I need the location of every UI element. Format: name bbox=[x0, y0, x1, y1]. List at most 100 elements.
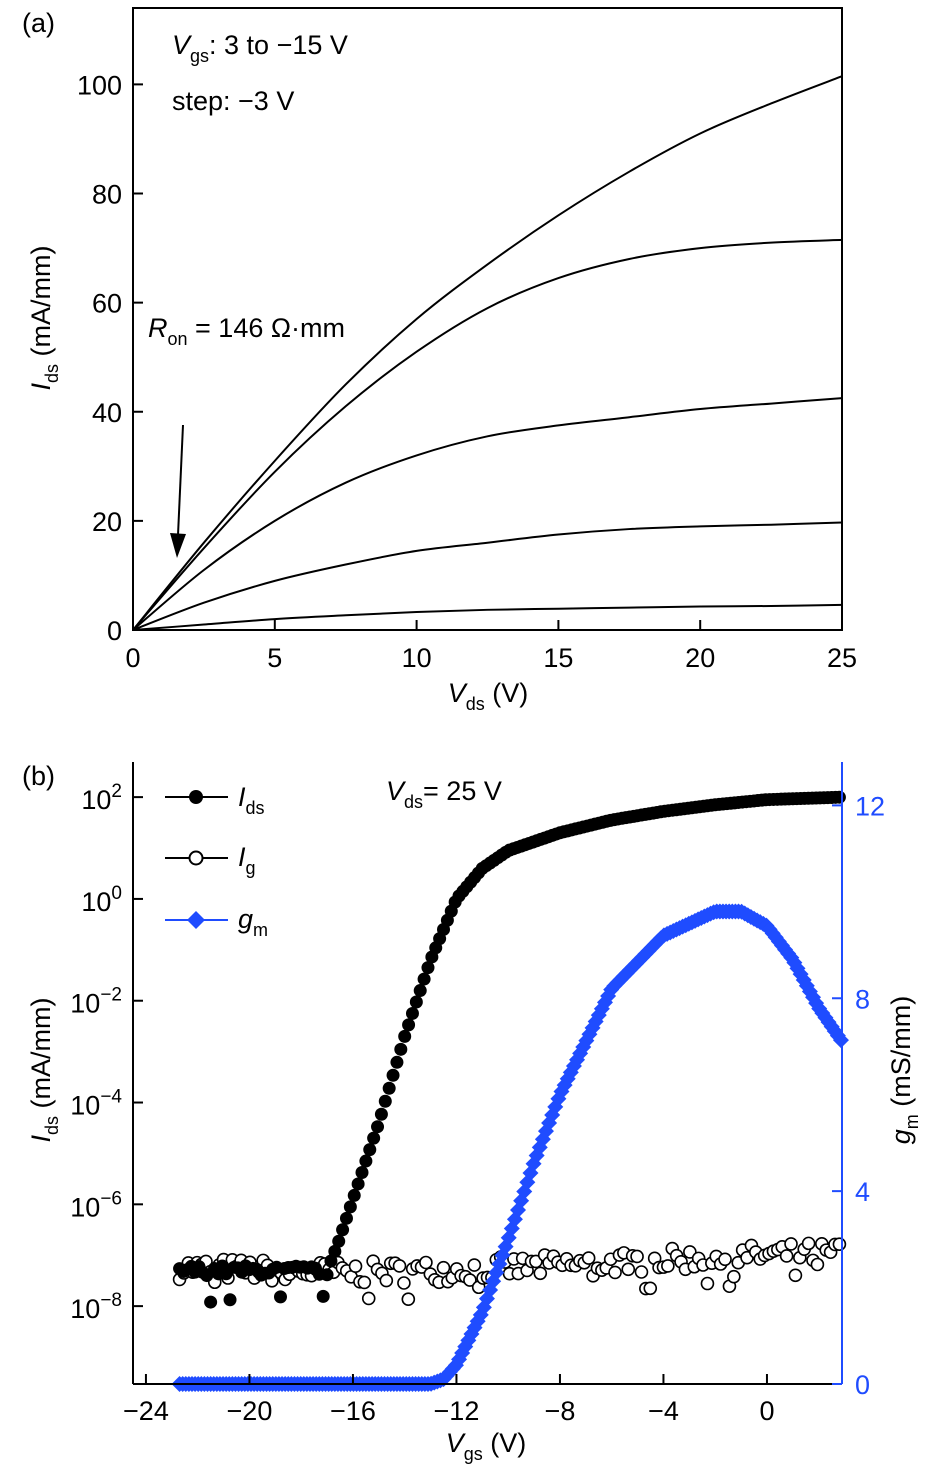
ids-point bbox=[421, 961, 435, 975]
ids-point bbox=[398, 1029, 412, 1043]
iv-curve-vgs-9 bbox=[132, 603, 843, 631]
y-right-tick-label: 8 bbox=[855, 984, 870, 1014]
ig-point bbox=[727, 1269, 741, 1284]
x-tick-label: 0 bbox=[125, 643, 140, 673]
ig-point bbox=[379, 1273, 394, 1288]
ids-point bbox=[367, 1131, 381, 1145]
ids-point bbox=[413, 984, 427, 998]
panel-b-xlabel: Vgs (V) bbox=[446, 1428, 527, 1464]
y-left-tick-label: 10−6 bbox=[70, 1188, 122, 1222]
ids-point bbox=[417, 972, 431, 986]
legend: Ids Ig gm bbox=[165, 782, 268, 940]
ids-point bbox=[355, 1166, 369, 1180]
ig-point bbox=[533, 1266, 548, 1281]
y-right-tick-label: 12 bbox=[855, 791, 885, 821]
panel-b: (b) −24 −20 −16 −12 −8 −4 0 102 100 10−2 10−4 10−6 1… bbox=[22, 761, 922, 1464]
iv-curve-vgs3 bbox=[132, 75, 843, 631]
ig-point bbox=[436, 1260, 451, 1275]
ids-point bbox=[371, 1120, 385, 1134]
vgs-range-annotation: Vgs: 3 to −15 V bbox=[172, 30, 348, 66]
x-tick-label: 15 bbox=[543, 643, 573, 673]
ids-point bbox=[351, 1177, 365, 1191]
ig-point bbox=[784, 1237, 798, 1251]
y-tick-label: 80 bbox=[92, 180, 122, 210]
ron-annotation: Ron = 146 Ω·mm bbox=[148, 313, 345, 349]
ids-point bbox=[347, 1188, 361, 1202]
ids-point bbox=[374, 1107, 388, 1121]
ig-point bbox=[634, 1265, 649, 1279]
panel-b-label: (b) bbox=[22, 761, 55, 791]
ig-point bbox=[801, 1236, 816, 1251]
y-tick-label: 40 bbox=[92, 398, 122, 428]
ig-point bbox=[467, 1258, 482, 1272]
ids-point bbox=[316, 1289, 330, 1303]
ids-point bbox=[336, 1223, 350, 1237]
y-tick-label: 100 bbox=[77, 70, 122, 100]
ids-point bbox=[409, 995, 423, 1009]
x-tick-label: 10 bbox=[402, 643, 432, 673]
x-tick-label: −20 bbox=[227, 1396, 273, 1426]
ig-point bbox=[419, 1255, 433, 1270]
x-tick-label: −24 bbox=[123, 1396, 169, 1426]
panel-b-ylabel-left: Ids (mA/mm) bbox=[26, 998, 62, 1143]
panel-a: (a) 0 5 10 15 20 25 0 20 40 60 80 100 Vgs: 3 to −15… bbox=[22, 7, 857, 714]
ig-point bbox=[700, 1276, 715, 1291]
y-left-tick-label: 102 bbox=[81, 781, 122, 815]
ids-point bbox=[378, 1094, 392, 1108]
svg-text:gm: gm bbox=[238, 904, 268, 940]
vds-annotation: Vds= 25 V bbox=[386, 776, 502, 812]
ig-point bbox=[630, 1249, 644, 1264]
gm-point bbox=[832, 1032, 849, 1049]
ig-point bbox=[608, 1265, 622, 1280]
y-tick-label: 60 bbox=[92, 289, 122, 319]
legend-ig: Ig bbox=[165, 842, 256, 878]
y-left-tick-label: 100 bbox=[81, 883, 122, 917]
x-tick-label: −12 bbox=[434, 1396, 480, 1426]
legend-ids: Ids bbox=[165, 782, 265, 818]
ids-point bbox=[332, 1234, 346, 1248]
panel-a-xlabel: Vds (V) bbox=[448, 678, 529, 714]
iv-curve-vgs-6 bbox=[132, 521, 843, 631]
ig-point bbox=[581, 1251, 596, 1265]
ig-point bbox=[621, 1262, 636, 1277]
legend-gm: gm bbox=[165, 904, 268, 940]
svg-text:Ig: Ig bbox=[238, 842, 256, 878]
x-tick-label: −4 bbox=[648, 1396, 679, 1426]
ids-point bbox=[363, 1143, 377, 1157]
y-tick-label: 0 bbox=[107, 616, 122, 646]
ig-point bbox=[643, 1281, 658, 1296]
ids-point bbox=[382, 1081, 396, 1095]
ids-point bbox=[359, 1154, 373, 1168]
y-tick-label: 20 bbox=[92, 507, 122, 537]
ig-point bbox=[463, 1273, 477, 1287]
y-left-tick-label: 10−4 bbox=[70, 1087, 122, 1121]
gm-point bbox=[497, 1238, 514, 1255]
svg-text:Ids: Ids bbox=[238, 782, 265, 818]
ig-point bbox=[392, 1259, 407, 1273]
panel-a-ylabel: Ids (mA/mm) bbox=[26, 246, 62, 391]
ids-point bbox=[386, 1068, 400, 1082]
x-tick-label: −16 bbox=[330, 1396, 376, 1426]
x-tick-label: 20 bbox=[685, 643, 715, 673]
ids-point bbox=[273, 1290, 287, 1304]
panel-a-label: (a) bbox=[22, 8, 55, 38]
x-tick-label: 25 bbox=[827, 643, 857, 673]
panel-b-ylabel-right: gm (mS/mm) bbox=[886, 996, 922, 1145]
ids-point bbox=[394, 1042, 408, 1056]
ig-point bbox=[832, 1237, 847, 1252]
y-left-tick-label: 10−2 bbox=[70, 985, 122, 1019]
ids-point bbox=[402, 1018, 416, 1032]
ids-point bbox=[204, 1295, 218, 1309]
iv-curve-vgs-3 bbox=[132, 397, 843, 631]
ids-point bbox=[320, 1268, 334, 1282]
ig-point bbox=[718, 1252, 732, 1267]
y-right-tick-label: 4 bbox=[855, 1177, 870, 1207]
ig-point bbox=[397, 1276, 411, 1290]
ids-point bbox=[343, 1200, 357, 1214]
ig-point bbox=[661, 1259, 675, 1273]
ig-point bbox=[401, 1292, 416, 1307]
ids-point bbox=[328, 1244, 342, 1258]
ron-arrow bbox=[170, 424, 186, 558]
iv-curve-vgs0 bbox=[132, 238, 843, 631]
